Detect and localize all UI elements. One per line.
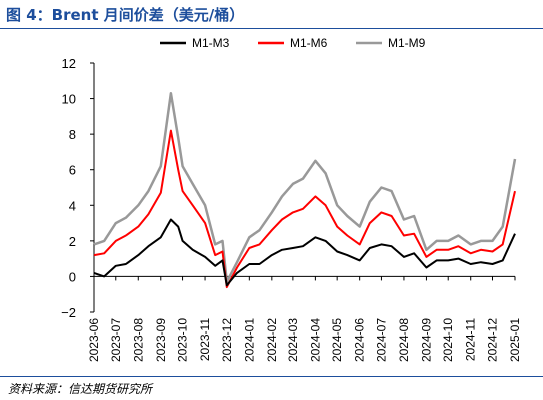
title-rule — [0, 28, 543, 29]
x-tick-label: 2024-12 — [485, 318, 499, 362]
x-tick-label: 2024-08 — [397, 318, 411, 362]
y-tick-label: 2 — [69, 234, 76, 249]
y-tick-label: 0 — [69, 269, 76, 284]
x-tick-label: 2024-09 — [419, 318, 433, 362]
x-tick-label: 2024-11 — [464, 318, 478, 361]
x-tick-label: 2023-10 — [176, 318, 190, 362]
series-layer — [93, 91, 517, 289]
y-tick-label: 10 — [62, 92, 76, 107]
x-tick-label: 2023-07 — [109, 318, 123, 362]
x-tick-label: 2023-09 — [154, 318, 168, 362]
figure-title: 图 4：Brent 月间价差（美元/桶） — [6, 6, 245, 24]
line-chart: −2 0 2 4 6 8 10 12 2023-06 2023-07 2023-08 2023-09 2… — [61, 36, 522, 362]
x-tick-label: 2024-02 — [265, 318, 279, 362]
series-line-m1-m9 — [93, 91, 517, 284]
x-tick-label: 2024-06 — [353, 318, 367, 362]
x-tick-label: 2024-03 — [286, 318, 300, 362]
y-tick-label: 8 — [69, 127, 76, 142]
x-tick-label: 2024-07 — [374, 318, 388, 362]
legend-label: M1-M3 — [192, 36, 230, 50]
legend: M1-M3 M1-M6 M1-M9 — [160, 36, 426, 50]
x-tick-label: 2024-01 — [242, 318, 256, 362]
x-tick-label: 2024-05 — [330, 318, 344, 362]
axes: −2 0 2 4 6 8 10 12 2023-06 2023-07 2023-08 2023-09 2… — [61, 56, 522, 362]
series-line-m1-m3 — [93, 218, 516, 287]
y-tick-label: −2 — [61, 305, 76, 320]
x-tick-label: 2024-10 — [441, 318, 455, 362]
x-tick-label: 2025-01 — [508, 318, 522, 362]
x-tick-label: 2023-11 — [198, 318, 212, 361]
y-tick-label: 12 — [62, 56, 76, 71]
source-rule — [0, 376, 543, 377]
x-tick-label: 2023-08 — [131, 318, 145, 362]
legend-label: M1-M9 — [388, 36, 426, 50]
x-tick-label: 2023-12 — [220, 318, 234, 362]
source-note: 资料来源：信达期货研究所 — [8, 382, 153, 396]
x-tick-label: 2023-06 — [87, 318, 101, 362]
series-line-m1-m6 — [93, 129, 516, 289]
y-tick-label: 6 — [69, 163, 76, 178]
y-tick-label: 4 — [69, 198, 76, 213]
legend-label: M1-M6 — [290, 36, 328, 50]
x-tick-label: 2024-04 — [308, 318, 322, 362]
